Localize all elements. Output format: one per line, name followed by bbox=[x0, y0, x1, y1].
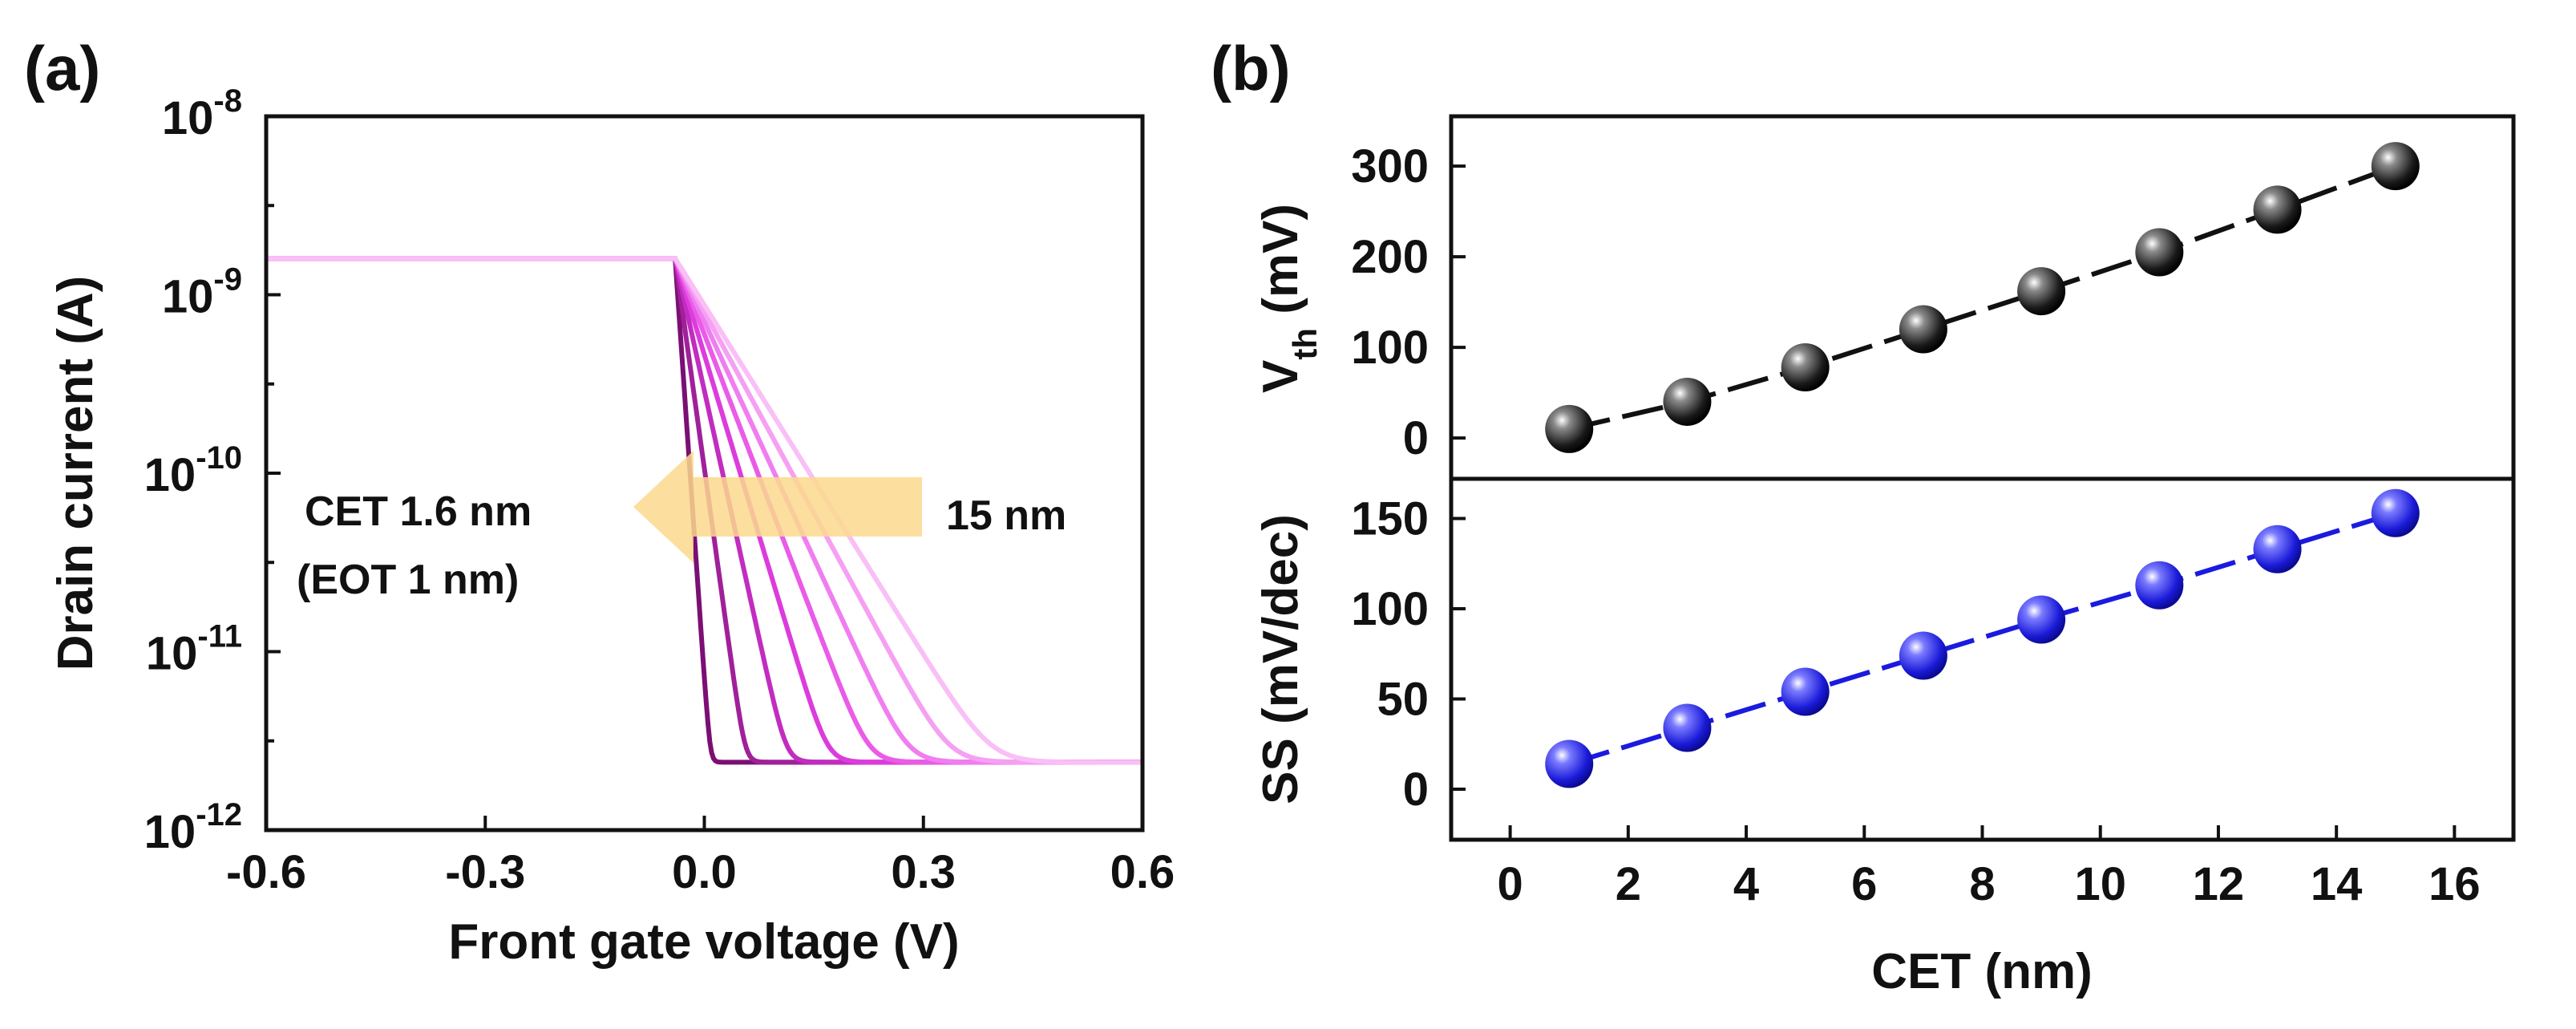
b-x-tick-label: 0 bbox=[1497, 858, 1523, 910]
b-x-tick-label: 10 bbox=[2074, 858, 2126, 910]
cet-arrow bbox=[633, 451, 922, 563]
vth-point bbox=[1663, 377, 1712, 426]
vth-y-tick-label: 100 bbox=[1351, 322, 1429, 374]
a-y-axis-title: Drain current (A) bbox=[48, 276, 103, 671]
vth-point bbox=[1545, 404, 1594, 453]
a-x-tick-label: 0.6 bbox=[1110, 846, 1175, 898]
ss-point bbox=[1545, 739, 1594, 788]
a-y-tick-label: 10-12 bbox=[144, 797, 242, 858]
drain-current-curve-8 bbox=[266, 256, 1142, 765]
b-x-axis-title: CET (nm) bbox=[1871, 944, 2093, 999]
vth-point bbox=[2253, 185, 2302, 234]
b-x-tick-label: 2 bbox=[1616, 858, 1641, 910]
vth-y-tick-label: 0 bbox=[1403, 412, 1429, 464]
ss-y-tick-label: 50 bbox=[1377, 674, 1429, 726]
b-ss-y-ticks: 0 50 100 150 bbox=[1351, 493, 1466, 816]
a-y-tick-label: 10-10 bbox=[144, 440, 242, 501]
b-ss-axis-title: SS (mV/dec) bbox=[1253, 514, 1308, 804]
ss-point bbox=[2017, 595, 2066, 644]
ss-point bbox=[1663, 703, 1712, 752]
a-x-tick-label: 0.3 bbox=[891, 846, 956, 898]
vth-y-tick-label: 300 bbox=[1351, 140, 1429, 192]
a-y-ticks: 10-8 10-9 10-10 10-11 10-12 bbox=[144, 83, 281, 858]
a-x-tick-label: -0.6 bbox=[226, 846, 306, 898]
annotation-cet-max: 15 nm bbox=[946, 492, 1066, 539]
vth-point bbox=[1899, 305, 1947, 354]
annotation-eot: (EOT 1 nm) bbox=[297, 557, 519, 603]
b-ss-series bbox=[1545, 488, 2420, 788]
panel-a: (a) -0.6 -0.3 0.0 0.3 0.6 10-8 10-9 10-10 10-11… bbox=[24, 33, 1175, 970]
vth-point bbox=[2017, 267, 2066, 316]
a-x-axis-title: Front gate voltage (V) bbox=[448, 914, 959, 970]
ss-point bbox=[2253, 525, 2302, 573]
a-y-tick-label: 10-11 bbox=[146, 619, 242, 680]
ss-y-tick-label: 0 bbox=[1403, 764, 1429, 816]
vth-y-tick-label: 200 bbox=[1351, 231, 1429, 283]
a-x-ticks: -0.6 -0.3 0.0 0.3 0.6 bbox=[226, 816, 1175, 898]
panel-a-label: (a) bbox=[24, 33, 100, 103]
b-x-tick-label: 16 bbox=[2428, 858, 2481, 910]
a-y-tick-label: 10-9 bbox=[162, 262, 242, 323]
b-x-tick-label: 6 bbox=[1851, 858, 1877, 910]
b-vth-axis-title: Vth (mV) bbox=[1253, 204, 1324, 393]
ss-point bbox=[2135, 561, 2184, 610]
ss-point bbox=[1899, 631, 1947, 680]
b-x-tick-label: 12 bbox=[2193, 858, 2245, 910]
panel-b: (b) 0 2 4 6 8 10 12 14 16 0 100 200 300 0 50 100 150 C… bbox=[1211, 33, 2516, 999]
a-x-tick-label: -0.3 bbox=[445, 846, 525, 898]
b-x-ticks: 0 2 4 6 8 10 12 14 16 bbox=[1497, 825, 2481, 910]
annotation-cet-min: CET 1.6 nm bbox=[305, 488, 532, 535]
vth-point bbox=[2371, 142, 2420, 191]
b-x-tick-label: 4 bbox=[1733, 858, 1759, 910]
ss-point bbox=[1781, 667, 1830, 716]
b-vth-y-ticks: 0 100 200 300 bbox=[1351, 140, 1466, 464]
vth-point bbox=[2135, 228, 2184, 277]
b-top-frame bbox=[1449, 114, 2516, 481]
vth-point bbox=[1781, 343, 1830, 392]
ss-point bbox=[2371, 488, 2420, 537]
b-vth-series bbox=[1545, 142, 2420, 453]
ss-y-tick-label: 100 bbox=[1351, 583, 1429, 635]
a-curves bbox=[266, 256, 1142, 765]
panel-b-label: (b) bbox=[1211, 33, 1291, 103]
a-y-tick-label: 10-8 bbox=[162, 83, 242, 144]
b-x-tick-label: 14 bbox=[2311, 858, 2363, 910]
a-x-tick-label: 0.0 bbox=[672, 846, 737, 898]
b-bottom-frame bbox=[1449, 476, 2516, 842]
b-x-tick-label: 8 bbox=[1969, 858, 1995, 910]
ss-y-tick-label: 150 bbox=[1351, 493, 1429, 545]
